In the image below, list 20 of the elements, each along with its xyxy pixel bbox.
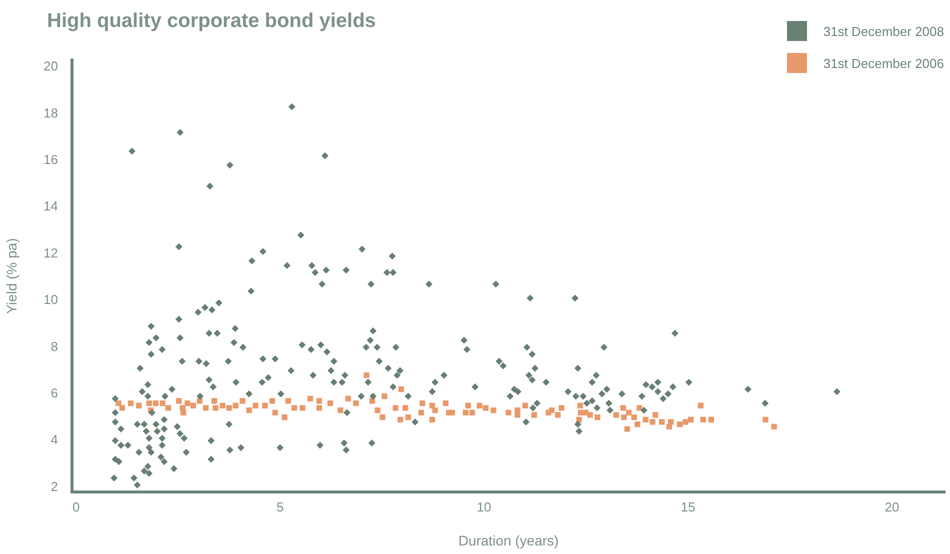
x-axis-title: Duration (years): [458, 532, 559, 548]
y-tick-label: 10: [44, 292, 58, 308]
legend-label: 31st December 2008: [823, 24, 944, 38]
chart-title: High quality corporate bond yields: [47, 10, 376, 33]
y-tick-label: 20: [44, 58, 58, 74]
y-tick-label: 12: [44, 245, 58, 260]
y-tick-label: 8: [50, 338, 58, 354]
x-tick-label: 0: [72, 499, 80, 514]
y-tick-label: 2: [50, 478, 58, 494]
y-tick-label: 6: [50, 386, 58, 400]
x-tick-label: 20: [884, 499, 900, 514]
legend-label: 31st December 2006: [823, 56, 944, 70]
x-tick-label: 15: [680, 499, 696, 514]
y-tick-label: 16: [44, 152, 58, 167]
y-tick-label: 18: [44, 105, 58, 120]
y-tick-label: 4: [50, 432, 58, 448]
y-tick-label: 14: [44, 198, 58, 214]
x-tick-label: 5: [276, 499, 284, 514]
x-tick-label: 10: [476, 499, 492, 514]
y-axis-title: Yield (% pa): [3, 238, 20, 314]
